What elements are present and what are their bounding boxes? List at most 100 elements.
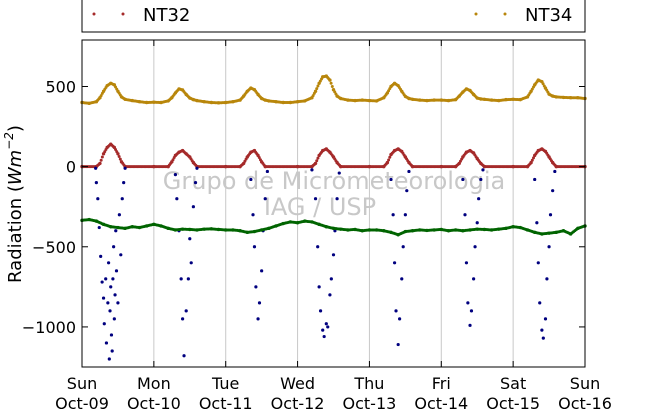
- series-1-trace-41-2: [388, 155, 392, 159]
- series-2-point-45: [254, 285, 258, 289]
- series-2-point-6: [101, 296, 106, 300]
- series-2-point-23: [116, 301, 120, 305]
- series-1-trace-7-2: [118, 157, 122, 161]
- series-1-trace-31-2: [316, 156, 320, 160]
- series-2-point-46: [256, 317, 260, 321]
- watermark: Grupo de Micrometeorologia IAG / USP: [163, 167, 505, 221]
- legend-entry-nt32: NT32: [92, 5, 190, 26]
- series-1-point-2: [98, 161, 102, 166]
- series-2-point-44: [252, 245, 257, 249]
- series-2-point-63: [331, 253, 336, 257]
- series-2-point-79: [463, 213, 467, 217]
- series-2-point-25: [119, 253, 123, 257]
- y-axis-label-text: Radiation (: [5, 185, 26, 283]
- legend: NT32 NT34: [81, 0, 586, 33]
- y-axis-label: Radiation (Wm−2): [2, 125, 26, 283]
- series-2-point-57: [321, 328, 325, 332]
- series-2-point-83: [469, 309, 474, 313]
- series-2: [94, 166, 557, 361]
- series-2-point-5: [100, 280, 104, 284]
- legend-label-nt34: NT34: [525, 5, 572, 26]
- series-2-point-33: [181, 317, 185, 321]
- series-1-trace-41-1: [387, 158, 391, 162]
- series-2-point-38: [189, 261, 193, 265]
- series-2-point-56: [318, 309, 323, 313]
- y-tick-labels: 500 0 −500 −1000: [22, 77, 76, 336]
- series-2-point-82: [468, 323, 472, 327]
- series-2-point-37: [188, 237, 192, 241]
- series-2-point-61: [328, 293, 332, 297]
- series-2-point-12: [107, 357, 111, 361]
- x-tick-label-date-5: Oct-14: [414, 394, 468, 409]
- series-2-point-80: [464, 261, 469, 265]
- y-axis-label-close: ): [5, 125, 26, 132]
- series-2-point-77: [407, 169, 411, 174]
- series-2-point-90: [533, 177, 537, 182]
- legend-marker-nt34-b: [503, 12, 507, 16]
- series-2-point-29: [173, 173, 178, 177]
- series-2-point-39: [191, 205, 195, 209]
- series-2-point-17: [111, 277, 115, 281]
- series-2-point-60: [326, 325, 330, 329]
- series-2-point-87: [477, 197, 481, 201]
- x-tick-label-date-6: Oct-15: [486, 394, 540, 409]
- series-2-point-4: [99, 254, 103, 258]
- series-2-point-16: [110, 349, 114, 353]
- series-2-point-10: [106, 301, 110, 305]
- series-2-point-69: [392, 261, 397, 265]
- x-tick-label-day-7: Sun: [570, 374, 600, 393]
- series-2-point-1: [94, 181, 98, 185]
- series-1-trace-2-1: [99, 158, 103, 162]
- series-2-point-84: [472, 277, 476, 281]
- series-2-point-73: [400, 277, 404, 281]
- series-2-point-93: [538, 301, 542, 305]
- series-2-point-14: [109, 285, 113, 289]
- series-2-point-78: [461, 177, 465, 182]
- legend-entry-nt34: NT34: [474, 5, 572, 26]
- series-2-point-22: [114, 269, 119, 273]
- x-tick-label-date-0: Oct-09: [55, 394, 109, 409]
- x-tick-labels: SunOct-09MonOct-10TueOct-11WedOct-12ThuO…: [55, 374, 612, 409]
- series-0-trace-45-1: [315, 87, 319, 91]
- series-1-trace-61-1: [530, 158, 534, 162]
- series-2-point-42: [249, 177, 253, 182]
- grid: [153, 40, 514, 367]
- series-2-point-62: [329, 277, 333, 281]
- series-2-point-85: [473, 245, 477, 249]
- series-1-trace-2-2: [100, 155, 104, 159]
- series-2-point-3: [97, 225, 101, 230]
- x-tick-label-date-4: Oct-13: [343, 394, 397, 409]
- series-2-point-70: [394, 309, 398, 313]
- series-2-point-88: [479, 177, 483, 182]
- series-2-point-55: [317, 285, 321, 289]
- series-0-trace-45-2: [316, 84, 320, 88]
- x-tick-label-day-0: Sun: [67, 374, 97, 393]
- series-2-point-81: [466, 301, 470, 305]
- series-0-point-49: [328, 78, 332, 82]
- series-2-point-18: [112, 245, 116, 249]
- legend-marker-nt32-a: [92, 12, 96, 16]
- series-2-point-36: [186, 277, 190, 281]
- series-1-point-41: [385, 160, 390, 165]
- series-0-trace-49-2: [330, 84, 334, 88]
- series-2-point-51: [265, 169, 269, 174]
- y-tick-label-3: −1000: [22, 318, 76, 337]
- plot-frame: [81, 39, 586, 368]
- series-2-point-8: [104, 277, 108, 281]
- plot-frame-bg: [82, 40, 585, 367]
- series-2-point-95: [541, 336, 545, 340]
- series-2-point-43: [251, 213, 255, 217]
- series-2-point-11: [106, 261, 111, 265]
- series-1-trace-7-1: [117, 154, 121, 158]
- series-2-point-96: [543, 317, 548, 321]
- series-2-point-52: [310, 168, 314, 172]
- series-1-point-31: [313, 161, 318, 166]
- y-tick-label-0: 500: [45, 77, 76, 96]
- series-2-point-40: [193, 181, 198, 185]
- series-1-point-7: [116, 152, 120, 156]
- series-2-point-101: [553, 169, 557, 174]
- series-2-point-65: [335, 197, 339, 201]
- x-tick-label-day-5: Fri: [432, 374, 451, 393]
- x-tick-label-day-4: Thu: [353, 374, 384, 393]
- series-2-point-48: [260, 269, 264, 273]
